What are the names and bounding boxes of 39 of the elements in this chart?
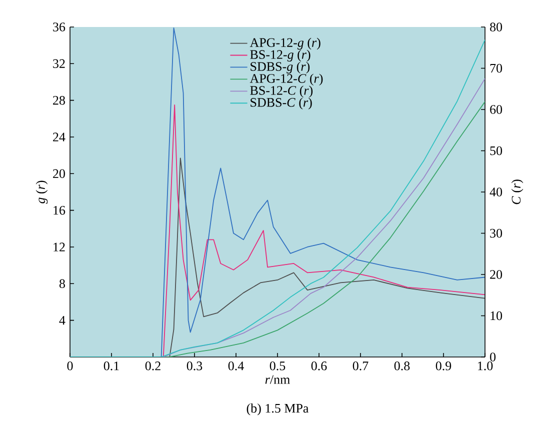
y2-tick-label: 30 [490, 228, 502, 238]
x-tick-label: 0.6 [311, 362, 327, 370]
x-axis-title: r/nm [265, 375, 290, 384]
x-tick-label: 0.2 [145, 362, 160, 370]
y-tick-label: 36 [53, 22, 66, 32]
legend-label: SDBS-g (r) [250, 62, 310, 74]
x-tick-label: 0.8 [394, 362, 410, 370]
y-tick-label: 16 [54, 206, 66, 215]
y-tick-label: 4 [59, 316, 66, 325]
legend-label: SDBS-C (r) [250, 98, 312, 110]
x-tick-label: 0.9 [436, 362, 452, 370]
y-tick-label: 28 [53, 96, 65, 105]
x-tick-label: 0.4 [228, 362, 244, 370]
y2-tick-label: 70 [490, 64, 502, 73]
x-tick-label: 0.5 [270, 362, 286, 370]
legend-label: BS-12-g (r) [250, 50, 310, 62]
y2-tick-label: 20 [490, 270, 502, 279]
x-tick-label: 0 [67, 362, 73, 370]
x-tick-label: 0.3 [186, 362, 202, 370]
x-tick-label: 1.0 [478, 362, 493, 370]
x-tick-label: 0.1 [104, 362, 119, 370]
legend-label: APG-12-g (r) [250, 38, 320, 50]
y-tick-label: 24 [53, 132, 66, 142]
y-axis-title: g (r) [36, 180, 48, 204]
x-tick-label: 0.7 [352, 362, 368, 370]
y2-axis-title: C (r) [511, 180, 524, 204]
y-tick-label: 32 [53, 59, 65, 68]
y2-tick-label: 0 [490, 352, 496, 362]
text: (b) 1.5 MPa [246, 404, 309, 416]
legend-label: BS-12-C (r) [250, 86, 313, 98]
y2-tick-label: 80 [490, 22, 502, 32]
y-tick-label: 8 [59, 279, 65, 288]
y2-tick-label: 10 [490, 311, 502, 320]
y2-tick-label: 40 [490, 188, 502, 196]
legend-label: APG-12-C (r) [250, 74, 323, 86]
y2-tick-label: 60 [490, 105, 502, 114]
y-tick-label: 20 [53, 169, 65, 178]
y2-tick-label: 50 [490, 146, 502, 156]
y-tick-label: 12 [54, 242, 65, 252]
